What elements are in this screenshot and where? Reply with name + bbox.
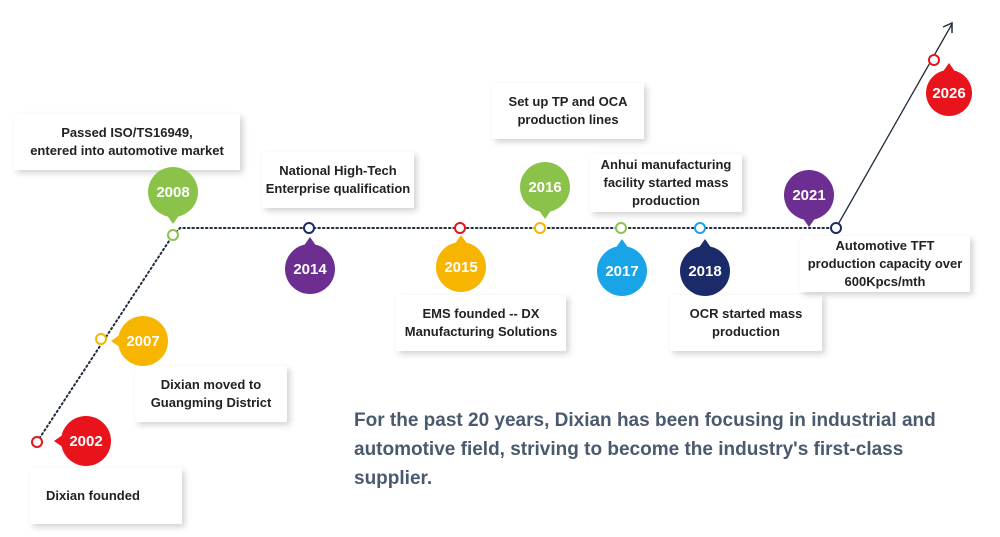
timeline-arrow-head (942, 21, 953, 33)
milestone-2021-card: Automotive TFT production capacity over … (800, 236, 970, 292)
year-badge-2007: 2007 (118, 316, 168, 366)
milestone-2017-card: Anhui manufacturing facility started mas… (590, 154, 742, 212)
timeline-marker-2018 (694, 222, 706, 234)
timeline-marker-2015 (454, 222, 466, 234)
timeline-marker-2016 (534, 222, 546, 234)
year-badge-2016: 2016 (520, 162, 570, 212)
year-badge-2002: 2002 (61, 416, 111, 466)
timeline-marker-2014 (303, 222, 315, 234)
year-badge-2014: 2014 (285, 244, 335, 294)
milestone-2014-card: National High-Tech Enterprise qualificat… (262, 152, 414, 208)
summary-text: For the past 20 years, Dixian has been f… (354, 410, 936, 489)
year-badge-pointer-2026 (942, 63, 956, 73)
timeline-marker-2021 (830, 222, 842, 234)
year-badge-pointer-2002 (54, 434, 64, 448)
year-badge-2015: 2015 (436, 242, 486, 292)
milestone-2015-card: EMS founded -- DX Manufacturing Solution… (396, 295, 566, 351)
milestone-2016-card: Set up TP and OCA production lines (492, 83, 644, 139)
timeline-marker-2026 (928, 54, 940, 66)
timeline-marker-2007 (95, 333, 107, 345)
year-badge-2008: 2008 (148, 167, 198, 217)
year-badge-pointer-2008 (166, 214, 180, 224)
milestone-2008-card: Passed ISO/TS16949, entered into automot… (14, 114, 240, 170)
timeline-marker-2017 (615, 222, 627, 234)
year-badge-pointer-2018 (698, 239, 712, 249)
year-badge-pointer-2021 (802, 217, 816, 227)
year-badge-pointer-2007 (111, 334, 121, 348)
year-badge-2017: 2017 (597, 246, 647, 296)
milestone-2018-card: OCR started mass production (670, 295, 822, 351)
year-badge-pointer-2016 (538, 209, 552, 219)
year-badge-pointer-2017 (615, 239, 629, 249)
year-badge-2018: 2018 (680, 246, 730, 296)
timeline-marker-2008 (167, 229, 179, 241)
timeline-markers (31, 54, 940, 448)
milestone-2002-card: Dixian founded (30, 468, 182, 524)
timeline-marker-2002 (31, 436, 43, 448)
year-badge-2021: 2021 (784, 170, 834, 220)
year-badge-2026: 2026 (926, 70, 972, 116)
milestone-2007-card: Dixian moved to Guangming District (135, 366, 287, 422)
year-badge-pointer-2015 (454, 235, 468, 245)
year-badge-pointer-2014 (303, 237, 317, 247)
